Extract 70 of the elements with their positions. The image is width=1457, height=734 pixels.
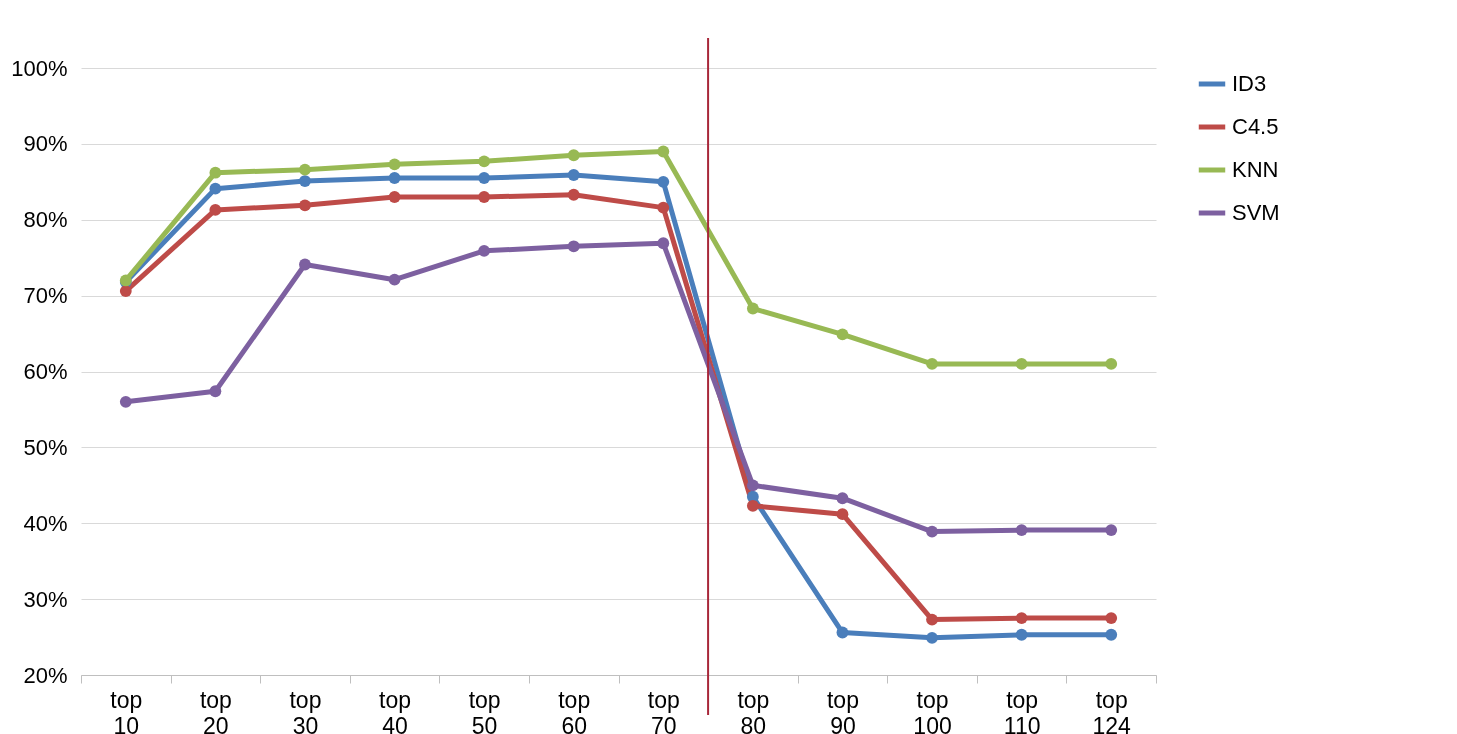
point [567, 149, 580, 162]
point [119, 395, 132, 408]
point [478, 244, 491, 257]
point [299, 258, 311, 271]
x-tick-label: top 110 [1003, 686, 1041, 734]
point [567, 240, 580, 253]
point [119, 285, 132, 297]
point [926, 631, 938, 644]
point [1105, 628, 1118, 641]
point [299, 199, 311, 212]
x-tick-label: top 40 [379, 686, 412, 734]
y-tick-label: 100% [11, 55, 68, 81]
point [478, 191, 491, 203]
point [1015, 612, 1028, 624]
y-tick-label: 90% [23, 131, 68, 157]
y-tick-label: 50% [23, 434, 68, 460]
y-tick-label: 20% [23, 662, 68, 688]
legend-label: ID3 [1232, 71, 1267, 96]
point [567, 169, 580, 181]
point [209, 182, 222, 195]
point [388, 191, 401, 203]
x-tick-label: top 80 [737, 686, 770, 734]
point [657, 175, 670, 188]
point [657, 201, 670, 214]
point [657, 237, 670, 250]
point [478, 172, 491, 184]
point [836, 328, 849, 341]
point [299, 175, 311, 187]
point [926, 525, 938, 538]
point [1015, 628, 1028, 641]
point [836, 626, 849, 639]
x-tick-label: top 10 [110, 686, 143, 734]
point [299, 163, 311, 176]
point [746, 479, 759, 492]
x-tick-label: top 20 [199, 686, 232, 734]
point [1105, 612, 1118, 624]
x-tick-label: top 30 [289, 686, 322, 734]
x-tick-label: top 100 [913, 686, 952, 734]
point [836, 508, 849, 521]
point [1015, 358, 1028, 370]
x-tick-label: top 124 [1092, 686, 1132, 734]
point [926, 613, 938, 626]
point [1015, 524, 1028, 536]
y-tick-label: 30% [23, 586, 68, 612]
legend-label: KNN [1232, 157, 1279, 182]
legend-label: SVM [1232, 200, 1280, 225]
point [209, 385, 222, 398]
x-tick-label: top 50 [468, 686, 501, 734]
point [926, 358, 938, 370]
x-tick-label: top 90 [826, 686, 859, 734]
y-tick-label: 60% [23, 359, 68, 384]
point [388, 273, 401, 286]
point [478, 155, 491, 168]
point [209, 203, 222, 216]
point [209, 166, 222, 179]
y-tick-label: 80% [23, 207, 68, 233]
y-tick-label: 40% [23, 510, 68, 536]
point [836, 492, 849, 505]
point [657, 145, 670, 158]
point [746, 302, 759, 315]
x-tick-label: top 70 [647, 686, 680, 734]
x-tick-label: top 60 [558, 686, 591, 734]
point [388, 172, 401, 184]
point [388, 158, 401, 171]
legend-label: C4.5 [1232, 114, 1279, 139]
point [746, 499, 759, 512]
point [1105, 524, 1118, 536]
y-tick-label: 70% [23, 283, 68, 309]
point [567, 188, 580, 201]
point [1105, 358, 1118, 370]
